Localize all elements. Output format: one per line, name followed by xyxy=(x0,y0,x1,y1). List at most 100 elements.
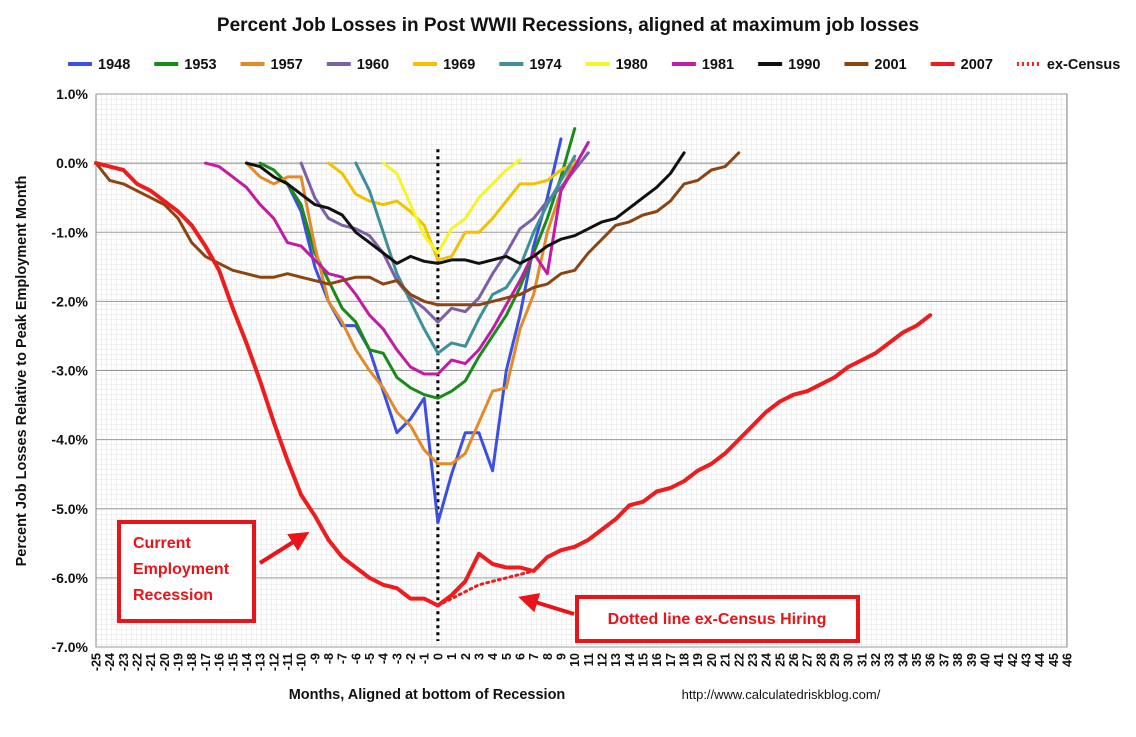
x-tick-label: -1 xyxy=(418,653,432,664)
y-tick-label: -3.0% xyxy=(51,363,88,379)
x-tick-label: 28 xyxy=(814,653,828,667)
callout-box xyxy=(117,520,256,623)
chart-title: Percent Job Losses in Post WWII Recessio… xyxy=(217,15,919,36)
x-tick-label: 11 xyxy=(582,653,596,666)
x-tick-label: -17 xyxy=(199,653,213,671)
legend-label-1953: 1953 xyxy=(184,57,216,73)
x-tick-label: 37 xyxy=(937,653,951,667)
series-lines xyxy=(94,127,933,608)
x-tick-label: 20 xyxy=(705,653,719,667)
callout-line: Employment xyxy=(133,561,230,578)
y-tick-label: 0.0% xyxy=(56,155,88,171)
source-url: http://www.calculatedriskblog.com/ xyxy=(682,687,881,702)
x-tick-label: -22 xyxy=(131,653,145,671)
legend-label-1981: 1981 xyxy=(702,57,734,73)
x-tick-label: -24 xyxy=(103,653,117,671)
y-axis: 1.0% 0.0% -1.0% -2.0% -3.0% -4.0% -5.0% -6.0% -7… xyxy=(51,86,88,655)
x-tick-label: -7 xyxy=(336,653,350,664)
x-tick-label: 39 xyxy=(965,653,979,667)
series-line-1969 xyxy=(327,161,577,262)
x-tick-label: -20 xyxy=(158,653,172,671)
series-line-ex-Census xyxy=(436,569,536,607)
x-tick-label: 12 xyxy=(596,653,610,667)
x-tick-label: -25 xyxy=(90,653,104,671)
callout-line: Current xyxy=(133,535,191,552)
x-tick-label: 6 xyxy=(513,653,527,660)
callout-arrow xyxy=(518,593,575,616)
y-tick-label: -1.0% xyxy=(51,224,88,240)
x-tick-label: -11 xyxy=(281,653,295,670)
series-line-1953 xyxy=(258,127,577,400)
x-tick-label: 7 xyxy=(527,653,541,660)
x-tick-label: 27 xyxy=(801,653,815,667)
x-tick-label: -23 xyxy=(117,653,131,671)
x-tick-label: 38 xyxy=(951,653,965,667)
x-tick-label: -6 xyxy=(349,653,363,664)
callout-line: Dotted line ex-Census Hiring xyxy=(608,611,827,628)
x-tick-label: -2 xyxy=(404,653,418,664)
callout-line: Recession xyxy=(133,587,213,604)
x-tick-label: 1 xyxy=(445,653,459,660)
series-line-1990 xyxy=(244,151,686,265)
x-tick-label: 35 xyxy=(910,653,924,667)
x-tick-label: 16 xyxy=(650,653,664,667)
legend-label-1980: 1980 xyxy=(616,57,648,73)
x-tick-label: 33 xyxy=(883,653,897,667)
x-tick-label: 46 xyxy=(1061,653,1075,667)
current-recession-callout: Current Employment Recession xyxy=(117,520,310,623)
x-tick-label: 30 xyxy=(842,653,856,667)
x-tick-label: -15 xyxy=(226,653,240,671)
x-tick-label: -9 xyxy=(308,653,322,664)
series-line-1957 xyxy=(244,158,577,466)
x-tick-label: 0 xyxy=(431,653,445,660)
x-tick-label: 4 xyxy=(486,653,500,660)
x-tick-label: -21 xyxy=(144,653,158,671)
x-tick-label: 25 xyxy=(773,653,787,667)
x-axis-label: Months, Aligned at bottom of Recession xyxy=(289,687,566,703)
x-tick-label: 23 xyxy=(746,653,760,667)
x-tick-label: 3 xyxy=(472,653,486,660)
legend-label-1974: 1974 xyxy=(529,57,561,73)
y-tick-label: -2.0% xyxy=(51,293,88,309)
legend-label-1948: 1948 xyxy=(98,57,130,73)
x-tick-label: 13 xyxy=(609,653,623,667)
x-tick-label: 18 xyxy=(678,653,692,667)
x-tick-label: 2 xyxy=(459,653,473,660)
legend: 1948 1953 1957 1960 1969 1974 1980 1981 1990 2001… xyxy=(68,57,1120,73)
series-line-1981 xyxy=(203,140,590,376)
ex-census-callout: Dotted line ex-Census Hiring xyxy=(518,593,860,643)
legend-label-2007: 2007 xyxy=(961,57,993,73)
series-line-1980 xyxy=(381,158,522,255)
x-tick-label: 45 xyxy=(1047,653,1061,667)
y-tick-label: -6.0% xyxy=(51,570,88,586)
x-tick-label: -5 xyxy=(363,653,377,664)
y-axis-label: Percent Job Losses Relative to Peak Empl… xyxy=(14,176,30,567)
x-tick-label: 21 xyxy=(719,653,733,667)
x-tick-label: -10 xyxy=(295,653,309,671)
callout-arrow xyxy=(258,531,310,565)
x-tick-label: -14 xyxy=(240,653,254,671)
legend-label-1960: 1960 xyxy=(357,57,389,73)
x-tick-label: -12 xyxy=(267,653,281,671)
x-tick-label: 32 xyxy=(869,653,883,667)
x-tick-label: 8 xyxy=(541,653,555,660)
x-axis: -25 -24 -23 -22 -21 -20 -19 -18 -17 -16 -15 -14 -13-… xyxy=(90,653,1075,671)
x-tick-label: 40 xyxy=(978,653,992,667)
x-tick-label: 22 xyxy=(732,653,746,667)
x-tick-label: -16 xyxy=(213,653,227,671)
x-tick-label: 14 xyxy=(623,653,637,667)
x-tick-label: 9 xyxy=(554,653,568,660)
x-tick-label: 5 xyxy=(500,653,514,660)
x-tick-label: -13 xyxy=(254,653,268,671)
x-tick-label: 26 xyxy=(787,653,801,667)
x-tick-label: 10 xyxy=(568,653,582,667)
series-line-2007 xyxy=(94,161,933,608)
x-tick-label: 43 xyxy=(1019,653,1033,667)
y-tick-label: -4.0% xyxy=(51,432,88,448)
x-tick-label: 31 xyxy=(855,653,869,667)
x-tick-label: 15 xyxy=(637,653,651,667)
y-tick-label: 1.0% xyxy=(56,86,88,102)
x-tick-label: 34 xyxy=(896,653,910,667)
x-tick-label: -8 xyxy=(322,653,336,664)
